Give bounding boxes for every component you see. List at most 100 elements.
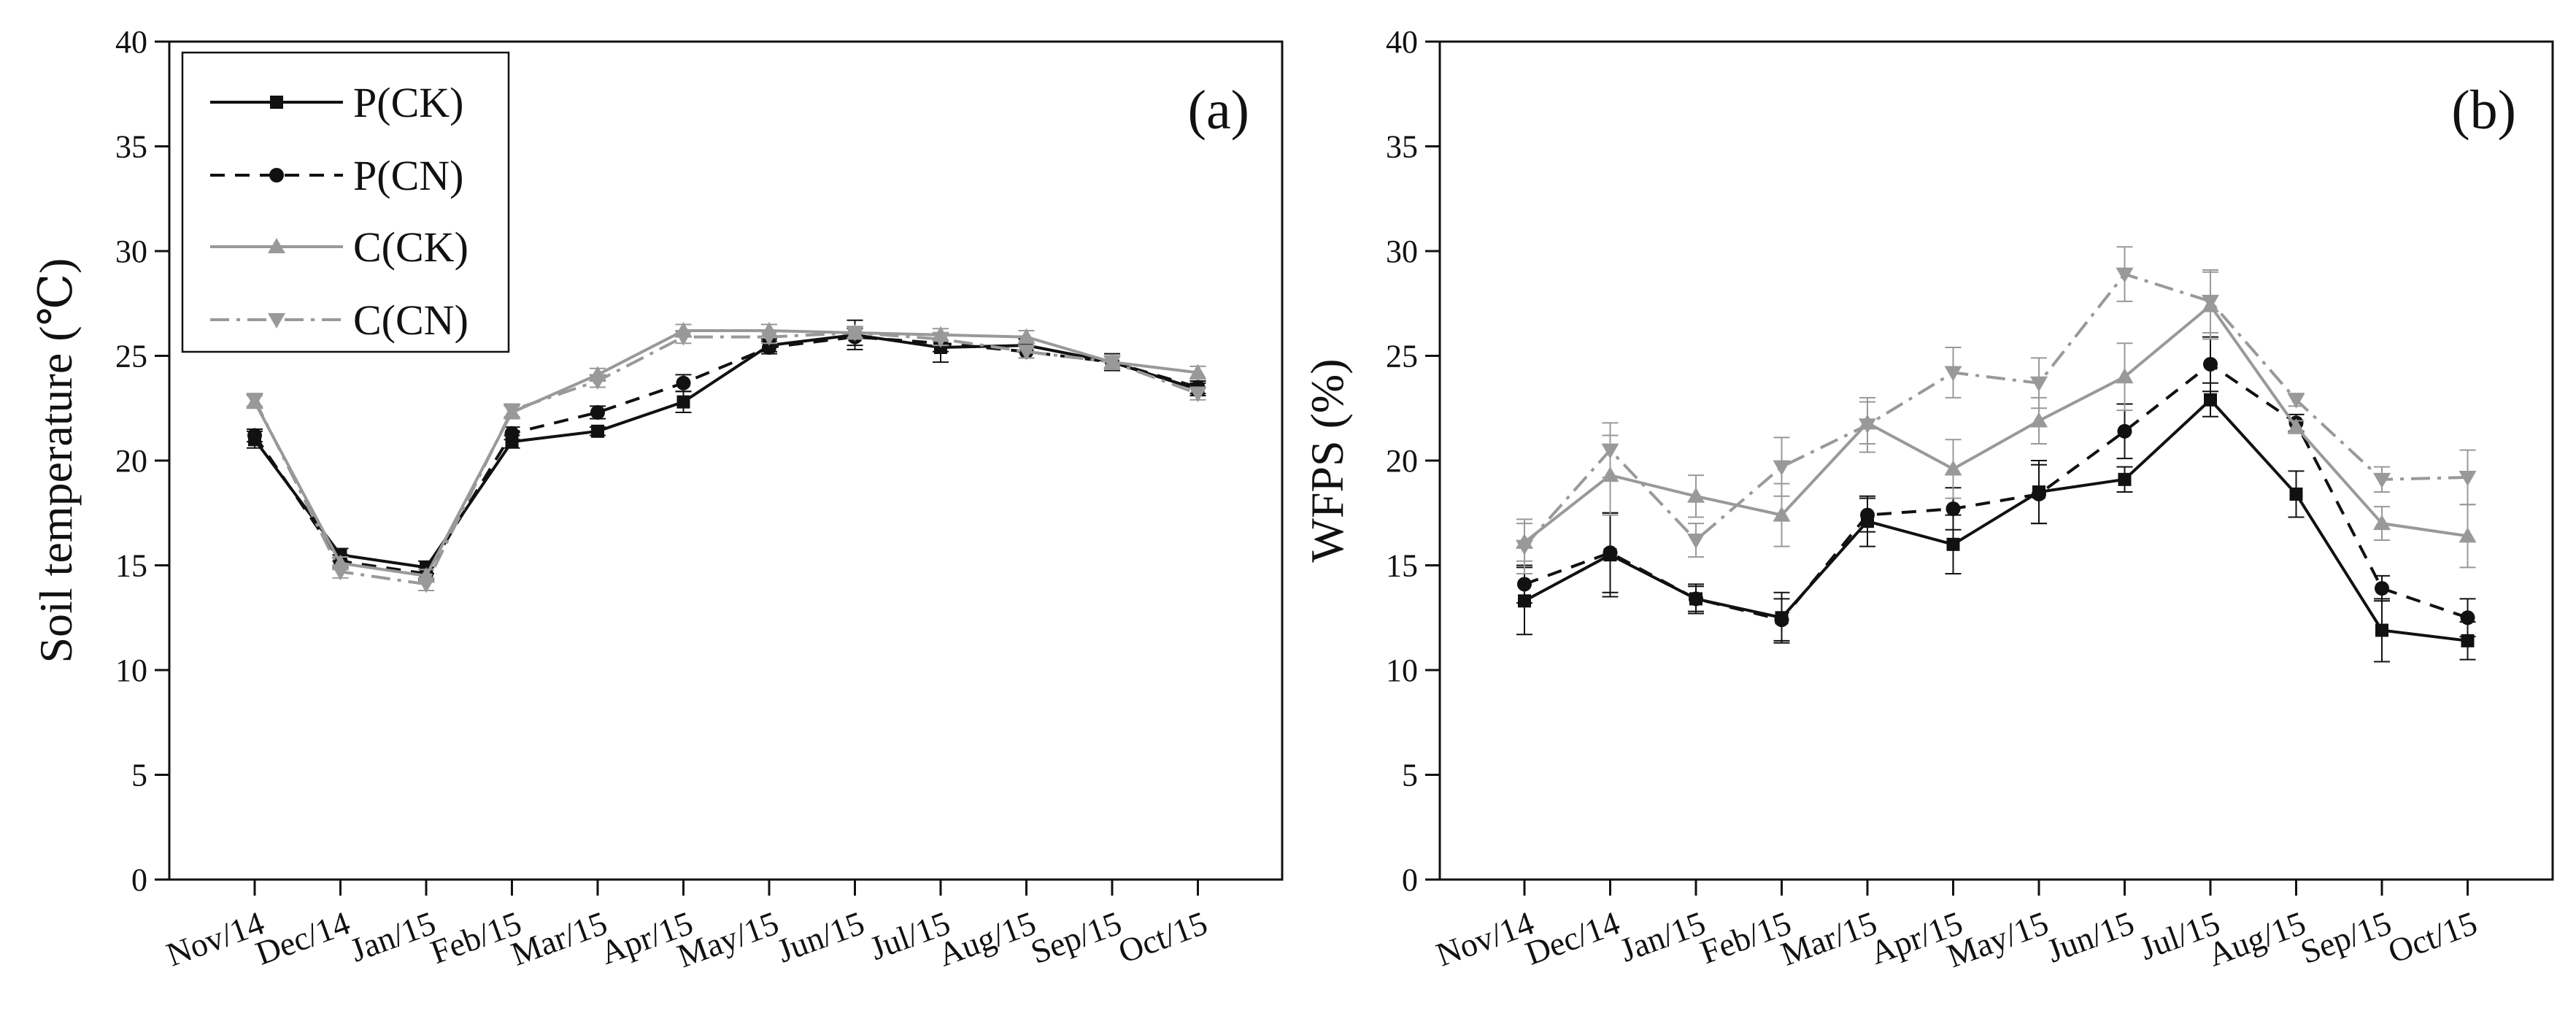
legend-label-c-ck: C(CK): [353, 223, 468, 271]
data-point: [2373, 515, 2391, 531]
data-point: [1601, 443, 1619, 459]
data-point: [2116, 368, 2134, 384]
data-point: [1689, 591, 1703, 607]
legend-entry-p-cn: P(CN): [210, 152, 463, 199]
data-point: [2032, 486, 2046, 501]
data-point: [1860, 507, 1875, 523]
y-tick-label: 20: [115, 443, 147, 479]
legend: P(CK) P(CN) C(CK) C(CN): [181, 51, 510, 353]
series-line: [1523, 272, 2468, 547]
data-point: [1773, 506, 1791, 522]
panel-b-series-c-ck: [1516, 271, 2477, 569]
data-point: [1017, 345, 1036, 361]
data-point: [1687, 487, 1705, 503]
panel-b-series-p-cn: [1516, 336, 2476, 642]
series-line: [253, 329, 1198, 577]
x-tick-label: Aug/15: [933, 904, 1041, 973]
panel-b-y-axis: 0 5 10 15 20 25 30 35 40: [1386, 24, 1440, 898]
panel-a: 0 5 10 15 20 25 30 35 40 Nov/14Dec/14Jan/15Feb/1…: [30, 24, 1284, 974]
data-point: [846, 326, 864, 342]
data-point: [503, 404, 521, 420]
x-tick-label: Aug/15: [2203, 904, 2310, 973]
data-point: [760, 330, 778, 346]
data-point: [1859, 418, 1876, 434]
data-point: [247, 428, 262, 443]
data-point: [674, 330, 693, 346]
panel-a-y-axis: 0 5 10 15 20 25 30 35 40: [115, 24, 169, 898]
data-point: [1774, 612, 1789, 628]
panel-b-label: (b): [2451, 80, 2516, 141]
panel-b-series-p-ck: [1516, 382, 2476, 663]
panel-a-series-group: [246, 319, 1207, 593]
y-tick-label: 10: [1386, 653, 1418, 688]
data-point: [417, 577, 435, 593]
y-tick-label: 30: [115, 234, 147, 269]
series-line: [1524, 398, 2468, 642]
legend-entry-c-cn: C(CN): [210, 296, 468, 344]
data-point: [1189, 364, 1207, 380]
x-tick-label: Jun/15: [772, 904, 869, 969]
data-point: [2287, 418, 2305, 434]
panel-a-x-axis: Nov/14Dec/14Jan/15Feb/15Mar/15Apr/15May/…: [161, 880, 1212, 974]
legend-entry-c-ck: C(CK): [210, 223, 468, 271]
data-point: [932, 332, 949, 348]
legend-marker-circle-icon: [269, 168, 284, 182]
data-point: [590, 404, 605, 420]
data-point: [2460, 610, 2475, 626]
y-tick-label: 0: [1402, 862, 1418, 898]
data-point: [2204, 393, 2217, 407]
panel-b: 0 5 10 15 20 25 30 35 40 Nov/14Dec/14Jan/15Feb/1…: [1301, 24, 2554, 974]
data-point: [2030, 376, 2048, 392]
data-point: [2459, 527, 2477, 543]
data-point: [1017, 328, 1036, 344]
data-point: [1946, 537, 1960, 551]
data-point: [2116, 267, 2134, 283]
data-point: [1517, 577, 1532, 592]
y-tick-label: 5: [1402, 758, 1418, 793]
y-tick-label: 20: [1386, 443, 1418, 479]
y-tick-label: 40: [115, 24, 147, 60]
data-point: [1103, 355, 1121, 372]
y-tick-label: 35: [1386, 129, 1418, 165]
data-point: [676, 375, 691, 391]
x-tick-label: Oct/15: [1114, 904, 1212, 970]
panel-b-series-c-cn: [1516, 246, 2477, 574]
x-tick-label: Jun/15: [2042, 904, 2139, 969]
y-tick-label: 15: [1386, 548, 1418, 584]
x-tick-label: Dec/14: [251, 904, 355, 972]
y-tick-label: 10: [115, 653, 147, 688]
data-point: [1944, 366, 1962, 382]
x-tick-label: Dec/14: [1521, 904, 1624, 972]
data-point: [2030, 412, 2048, 428]
data-point: [1687, 534, 1705, 550]
data-point: [2118, 472, 2132, 486]
series-line: [1523, 304, 2468, 544]
data-point: [2202, 294, 2219, 310]
y-tick-label: 40: [1386, 24, 1418, 60]
y-tick-label: 0: [131, 862, 147, 898]
y-tick-label: 30: [1386, 234, 1418, 269]
series-line: [253, 333, 1199, 569]
data-point: [1944, 460, 1962, 476]
data-point: [1189, 387, 1207, 403]
data-point: [1516, 539, 1533, 555]
data-point: [1773, 460, 1791, 476]
x-tick-label: Sep/15: [1026, 904, 1127, 971]
data-point: [246, 393, 263, 409]
legend-label-c-cn: C(CN): [353, 296, 468, 344]
y-tick-label: 25: [1386, 339, 1418, 374]
data-point: [2375, 623, 2388, 637]
panel-a-label: (a): [1188, 80, 1249, 141]
y-tick-label: 25: [115, 339, 147, 374]
data-point: [2289, 487, 2303, 501]
x-tick-label: Oct/15: [2383, 904, 2482, 970]
data-point: [1603, 545, 1618, 561]
panel-b-x-axis: Nov/14Dec/14Jan/15Feb/15Mar/15Apr/15May/…: [1431, 880, 2482, 974]
data-point: [2375, 581, 2389, 596]
data-point: [2203, 356, 2218, 372]
data-point: [2459, 470, 2477, 486]
data-point: [504, 426, 520, 441]
data-point: [591, 424, 604, 438]
panel-a-series-c-cn: [246, 326, 1207, 593]
